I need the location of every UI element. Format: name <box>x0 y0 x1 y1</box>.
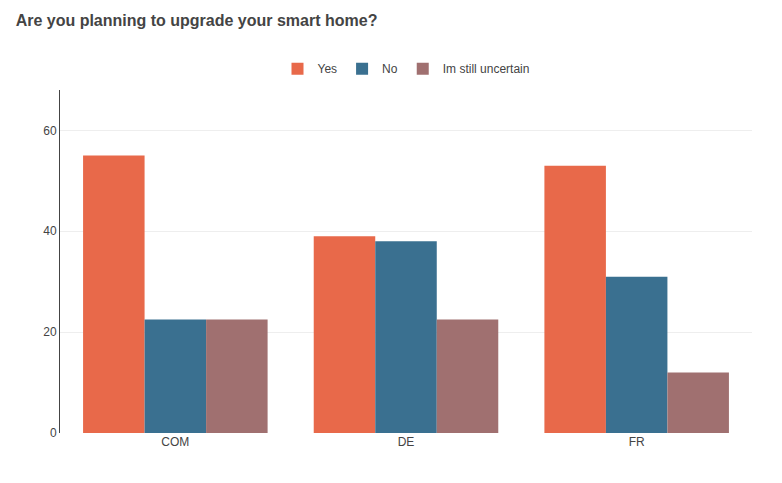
svg-text:DE: DE <box>398 435 415 449</box>
svg-text:Are you planning to upgrade yo: Are you planning to upgrade your smart h… <box>16 12 378 29</box>
svg-text:40: 40 <box>43 224 57 238</box>
svg-text:FR: FR <box>629 435 645 449</box>
svg-text:0: 0 <box>50 426 57 440</box>
svg-text:COM: COM <box>161 435 189 449</box>
svg-text:No: No <box>382 62 398 76</box>
svg-text:60: 60 <box>43 124 57 138</box>
svg-text:20: 20 <box>43 325 57 339</box>
svg-text:Yes: Yes <box>318 62 338 76</box>
svg-text:Im still uncertain: Im still uncertain <box>443 62 530 76</box>
